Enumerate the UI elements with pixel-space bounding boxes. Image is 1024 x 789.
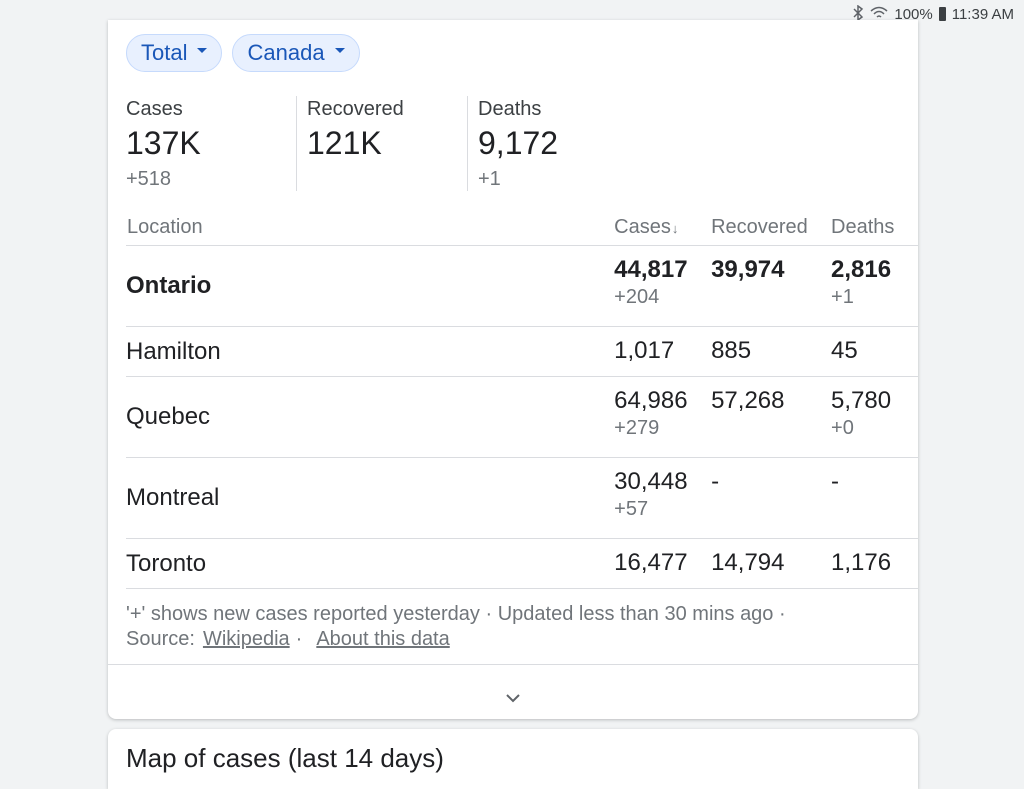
summary-cases-delta: +518 [126, 168, 172, 190]
header-cases-label: Cases [614, 216, 671, 238]
table-row: Ontario 44,817 +204 39,974 2,816 +1 [126, 245, 918, 327]
covid-stats-card: Total Canada Cases 137K +518 Recovered 1… [108, 20, 918, 719]
header-cases[interactable]: Cases↓ [614, 210, 712, 246]
row-cases-delta: +204 [614, 286, 660, 308]
row-cases: 44,817 [614, 256, 688, 283]
sort-arrow-icon: ↓ [671, 221, 679, 236]
row-cases: 64,986 [614, 387, 688, 414]
row-deaths-delta: +0 [831, 417, 854, 439]
row-location: Montreal [126, 484, 220, 511]
row-recovered: 885 [711, 337, 752, 364]
footer-source: Source: Wikipedia · About this data [126, 627, 896, 652]
row-deaths: 1,176 [831, 549, 892, 576]
expand-button[interactable] [503, 688, 523, 708]
footer-note: '+' shows new cases reported yesterday ·… [126, 602, 896, 652]
row-deaths: 5,780 [831, 387, 892, 414]
summary-cases: Cases 137K +518 [126, 96, 297, 191]
row-location: Hamilton [126, 337, 221, 365]
summary-deaths-value: 9,172 [478, 125, 559, 161]
row-deaths: 45 [831, 337, 858, 364]
table-row: Montreal 30,448 +57 - - [126, 457, 918, 539]
header-recovered[interactable]: Recovered [711, 210, 832, 246]
battery-percent: 100% [894, 5, 933, 23]
type-filter-label: Total [141, 40, 188, 65]
row-deaths: - [831, 468, 840, 495]
row-cases-delta: +279 [614, 417, 660, 439]
wikipedia-link[interactable]: Wikipedia [202, 628, 290, 650]
map-card-title: Map of cases (last 14 days) [126, 743, 444, 773]
battery-icon [938, 7, 946, 21]
summary-recovered: Recovered 121K [297, 96, 468, 191]
row-location: Toronto [126, 549, 207, 577]
footer-note-text: '+' shows new cases reported yesterday ·… [126, 603, 786, 625]
row-cases: 16,477 [614, 549, 688, 576]
chevron-down-icon [506, 693, 520, 702]
table-header-row: Location Cases↓ Recovered Deaths [126, 210, 918, 246]
table-row: Toronto 16,477 14,794 1,176 [126, 538, 918, 589]
footer-separator: · [295, 628, 303, 650]
chevron-down-icon [334, 47, 345, 53]
status-bar: 100% 11:39 AM [0, 0, 1024, 28]
bluetooth-icon [852, 4, 864, 24]
summary-stats: Cases 137K +518 Recovered 121K Deaths 9,… [126, 96, 638, 191]
row-recovered: 14,794 [711, 549, 785, 576]
table-row: Quebec 64,986 +279 57,268 5,780 +0 [126, 376, 918, 458]
row-recovered: 39,974 [711, 256, 785, 283]
table-row: Hamilton 1,017 885 45 [126, 326, 918, 377]
row-cases-delta: +57 [614, 498, 649, 520]
summary-deaths-label: Deaths [478, 98, 542, 120]
region-filter-chip[interactable]: Canada [232, 34, 360, 72]
summary-deaths: Deaths 9,172 +1 [468, 96, 638, 191]
filter-chips: Total Canada [126, 34, 360, 72]
region-filter-label: Canada [247, 40, 325, 65]
location-table: Location Cases↓ Recovered Deaths Ontario… [126, 210, 918, 589]
row-recovered: 57,268 [711, 387, 785, 414]
clock: 11:39 AM [951, 5, 1014, 23]
source-label: Source: [126, 628, 195, 650]
row-location: Quebec [126, 403, 211, 430]
row-cases: 30,448 [614, 468, 688, 495]
row-recovered: - [711, 468, 720, 495]
row-location: Ontario [126, 272, 212, 299]
row-cases: 1,017 [614, 337, 675, 364]
summary-cases-value: 137K [126, 125, 201, 161]
chevron-down-icon [197, 47, 208, 53]
summary-recovered-label: Recovered [307, 98, 404, 120]
summary-cases-label: Cases [126, 98, 183, 120]
row-deaths-delta: +1 [831, 286, 854, 308]
divider [108, 664, 918, 665]
about-data-link[interactable]: About this data [316, 628, 450, 650]
row-deaths: 2,816 [831, 256, 892, 283]
header-deaths[interactable]: Deaths [831, 210, 918, 246]
map-card[interactable]: Map of cases (last 14 days) [108, 729, 918, 789]
type-filter-chip[interactable]: Total [126, 34, 223, 72]
summary-recovered-value: 121K [307, 125, 382, 161]
summary-deaths-delta: +1 [478, 168, 501, 190]
header-location: Location [126, 210, 615, 246]
wifi-icon [870, 6, 888, 23]
